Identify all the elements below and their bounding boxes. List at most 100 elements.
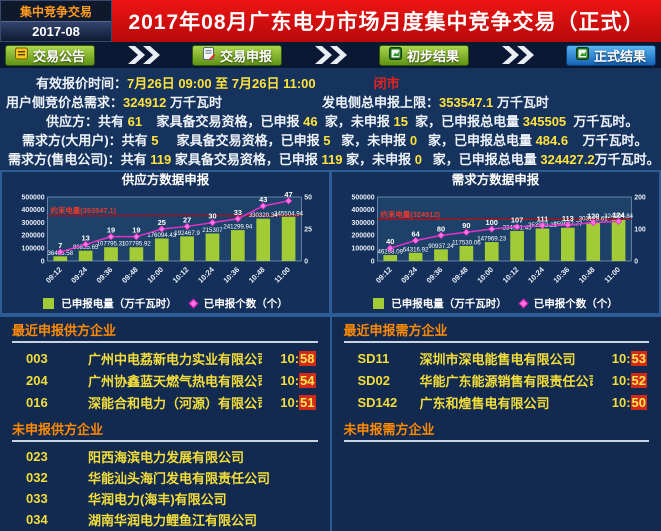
recent-supply-header: 最近申报供方企业	[12, 323, 117, 338]
declaration-time-seconds: 52	[630, 372, 647, 388]
company-row[interactable]: SD02 华能广东能源销售有限责任公司 10:52	[344, 369, 650, 391]
supply-chart-plot: 0 100000 200000 300000 400000 500000 0 25 50 09:1…	[22, 190, 313, 285]
info-text: 5	[151, 133, 159, 148]
info-text: 家，未申报	[342, 152, 415, 167]
svg-text:09:36: 09:36	[425, 265, 445, 285]
divider	[12, 341, 318, 343]
company-name: 广东和煌售电有限公司	[419, 395, 550, 411]
trade-announcement-button[interactable]: 交易公告	[5, 44, 95, 66]
preliminary-result-button[interactable]: 初步结果	[379, 44, 469, 66]
company-code: 034	[26, 512, 48, 527]
info-text: 5	[323, 133, 331, 148]
info-text: 家具备交易资格，已申报	[142, 114, 304, 129]
info-row: 供应方：共有 61 家具备交易资格，已申报 46 家，未申报 15 家，已申报总…	[0, 112, 661, 131]
company-name: 深圳市深电能售电有限公司	[419, 351, 576, 367]
nav-button-label: 交易公告	[32, 48, 85, 64]
info-text: 15	[393, 114, 408, 129]
svg-text:0: 0	[634, 258, 638, 265]
info-text: 万千瓦时	[493, 95, 549, 110]
svg-text:09:24: 09:24	[399, 264, 419, 285]
info-text: 484.6	[535, 133, 569, 148]
svg-text:80: 80	[437, 224, 445, 233]
svg-text:100000: 100000	[22, 245, 45, 252]
spacer	[12, 413, 318, 422]
svg-text:09:48: 09:48	[120, 265, 140, 285]
info-text: 324912	[123, 95, 167, 110]
info-text: 345505	[522, 114, 567, 129]
svg-text:10:48: 10:48	[247, 265, 267, 285]
header: 集中竞争交易 2017-08 2017年08月广东电力市场月度集中竞争交易（正式…	[0, 0, 661, 42]
info-text: 万千瓦时。	[568, 133, 648, 148]
nav-button-label: 初步结果	[406, 48, 459, 64]
svg-text:120: 120	[587, 212, 599, 221]
divider	[343, 440, 649, 442]
svg-text:19: 19	[132, 226, 140, 235]
svg-text:400000: 400000	[352, 207, 375, 214]
svg-text:400000: 400000	[22, 207, 45, 214]
company-name: 阳西海滨电力发展有限公司	[88, 450, 245, 465]
declaration-time: 10:58	[280, 350, 316, 366]
svg-text:10:00: 10:00	[475, 265, 495, 285]
declaration-time: 10:54	[280, 372, 316, 388]
svg-text:241299.94: 241299.94	[223, 224, 253, 231]
company-row[interactable]: 204 广州协鑫蓝天燃气热电有限公司 10:54	[12, 369, 318, 391]
bar-legend-label: 已申报电量（万千瓦时）	[391, 297, 507, 310]
company-row[interactable]: SD11 深圳市深电能售电有限公司 10:53	[344, 347, 650, 369]
line-legend-label: 已申报个数（个）	[203, 297, 288, 310]
declaration-time: 10:50	[611, 394, 647, 410]
info-text: 有效报价时间：	[36, 76, 128, 91]
svg-text:303123.61: 303123.61	[579, 216, 609, 223]
svg-text:43: 43	[259, 195, 267, 204]
svg-text:27: 27	[183, 215, 191, 224]
company-name: 广州中电荔新电力实业有限公司	[88, 351, 262, 367]
company-code: 033	[26, 491, 48, 506]
info-text: 家，已申报总电量	[417, 133, 536, 148]
svg-text:10:12: 10:12	[501, 265, 521, 285]
svg-text:124: 124	[612, 210, 625, 219]
svg-text:113: 113	[562, 214, 574, 223]
svg-text:100000: 100000	[352, 245, 375, 252]
chart-legend: 已申报电量（万千瓦时） 已申报个数（个）	[332, 295, 659, 311]
company-row[interactable]: 033 华润电力(海丰)有限公司	[12, 488, 318, 509]
final-result-button[interactable]: 正式结果	[566, 44, 656, 66]
pending-supply-header: 未申报供方企业	[12, 422, 104, 437]
info-text: 0	[414, 152, 422, 167]
info-text: 供应方：共有	[46, 114, 128, 129]
svg-text:192467.9: 192467.9	[174, 230, 200, 237]
divider	[12, 440, 318, 442]
info-text: 需求方(售电公司)：共有	[8, 152, 151, 167]
svg-text:40: 40	[386, 237, 394, 246]
process-navbar: 交易公告 交易申报 初步结果 正式结果	[0, 42, 661, 68]
spacer	[344, 413, 650, 422]
company-code: SD142	[357, 394, 398, 410]
company-row[interactable]: 003 广州中电荔新电力实业有限公司 10:58	[12, 347, 318, 369]
svg-text:7: 7	[58, 241, 62, 250]
company-row[interactable]: 016 深能合和电力（河源）有限公司 10:51	[12, 391, 318, 413]
svg-text:30: 30	[208, 212, 216, 221]
supply-lists-column: 最近申报供方企业 003 广州中电荔新电力实业有限公司 10:58 204 广州协鑫蓝天…	[0, 317, 332, 531]
declaration-time-seconds: 53	[630, 350, 647, 366]
divider	[343, 341, 649, 343]
info-text: 万千瓦时	[166, 95, 223, 110]
svg-text:09:48: 09:48	[450, 265, 470, 285]
info-text: 353547.1	[439, 95, 494, 110]
company-row[interactable]: 032 华能汕头海门发电有限责任公司	[12, 467, 318, 488]
svg-text:10:12: 10:12	[171, 265, 191, 285]
trade-declaration-button[interactable]: 交易申报	[192, 44, 282, 66]
info-text: 家，未申报	[317, 114, 394, 129]
company-code: SD11	[357, 350, 390, 366]
svg-text:约束电量(324912): 约束电量(324912)	[381, 209, 441, 219]
company-row[interactable]: 023 阳西海滨电力发展有限公司	[12, 446, 318, 467]
company-row[interactable]: SD142 广东和煌售电有限公司 10:50	[344, 391, 650, 413]
company-name: 湖南华润电力鲤鱼江有限公司	[88, 513, 258, 528]
info-text: 万千瓦时。	[594, 152, 660, 167]
info-section: 有效报价时间：7月26日 09:00 至 7月26日 11:00 闭市 用户侧竞价总…	[0, 68, 661, 170]
final-result-icon	[575, 47, 589, 63]
svg-text:345504.94: 345504.94	[274, 210, 304, 217]
svg-text:11:00: 11:00	[272, 265, 291, 285]
svg-text:100: 100	[634, 226, 646, 233]
svg-text:0: 0	[41, 258, 45, 265]
company-code: SD02	[357, 372, 391, 388]
company-row[interactable]: 034 湖南华润电力鲤鱼江有限公司	[12, 509, 318, 530]
